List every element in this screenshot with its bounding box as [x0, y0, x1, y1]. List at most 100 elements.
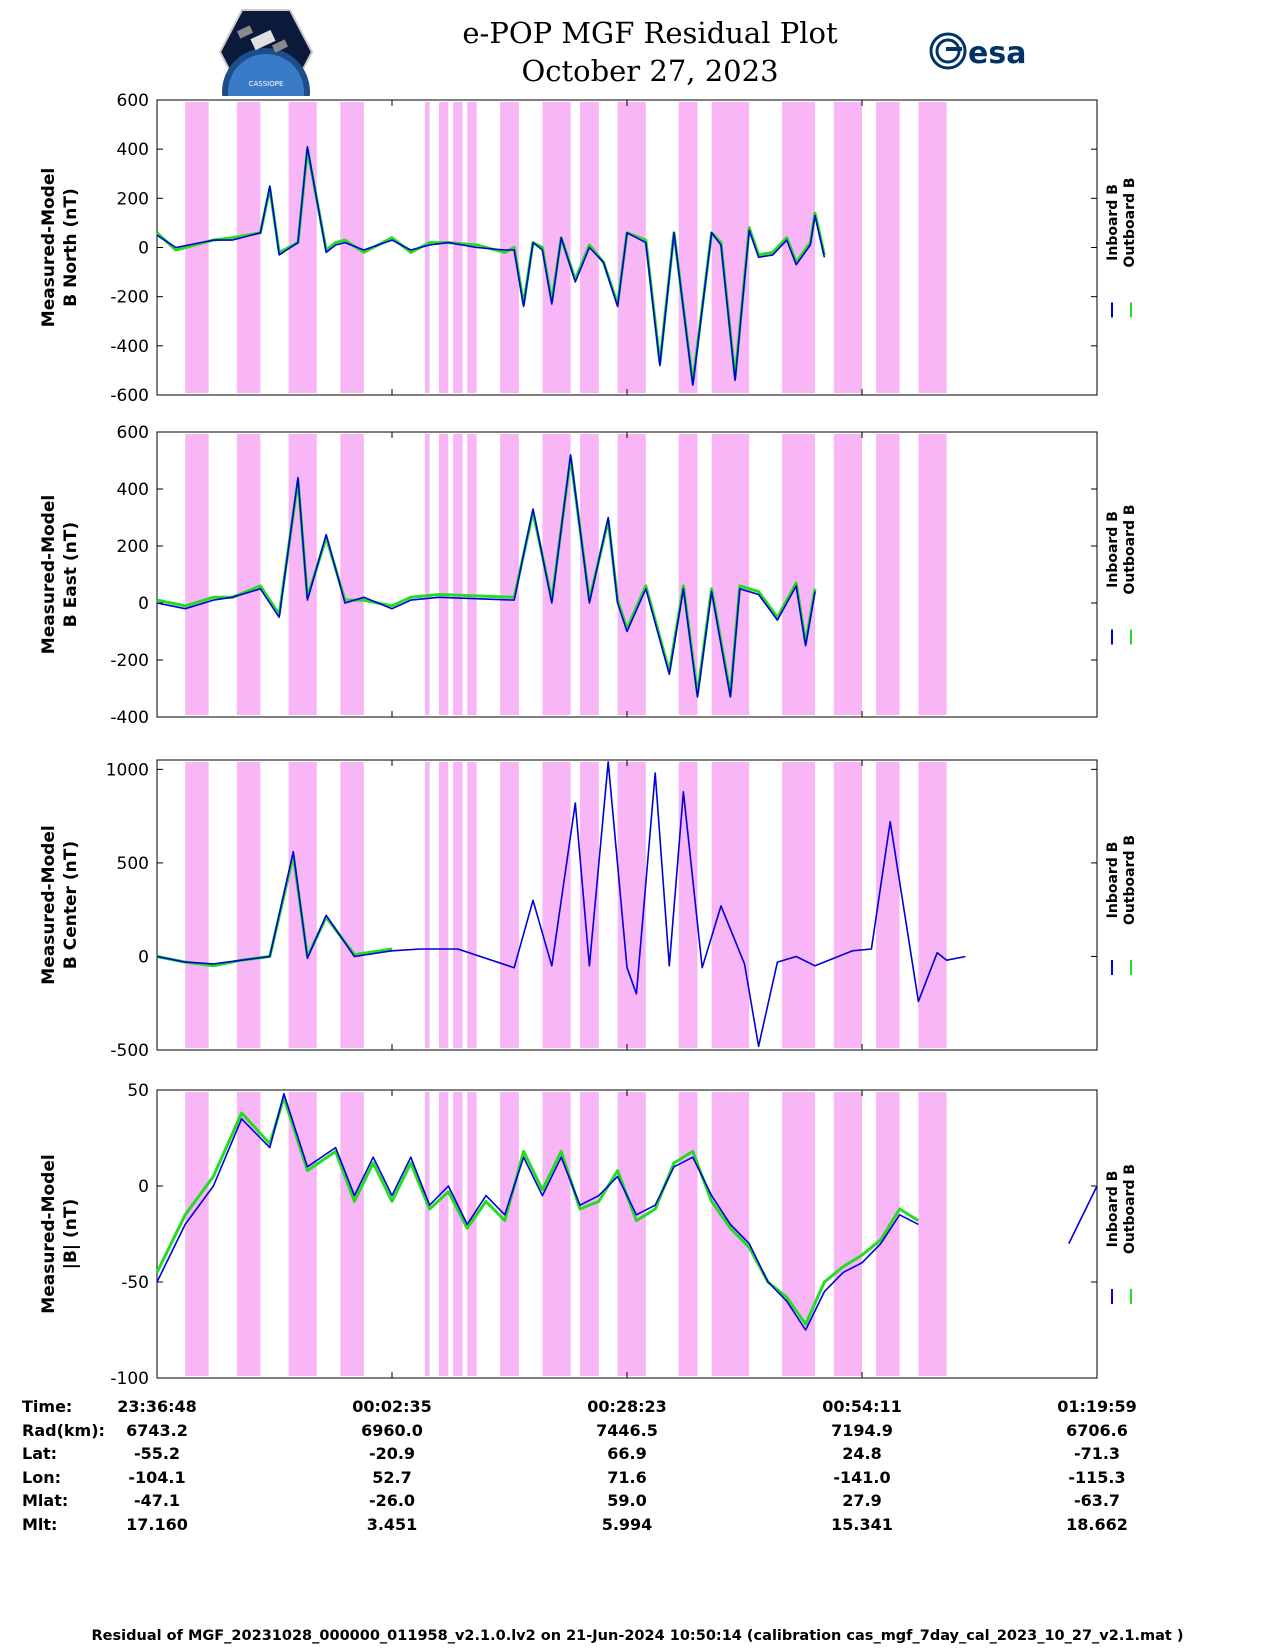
shade-band-2 [288, 434, 317, 715]
title-line-1: e-POP MGF Residual Plot [462, 16, 838, 50]
footer-value: 66.9 [607, 1444, 647, 1463]
shade-band-15 [782, 434, 815, 715]
shade-band-11 [617, 434, 646, 715]
footer-value: -141.0 [833, 1467, 891, 1487]
shade-band-4 [424, 434, 430, 715]
shade-band-9 [542, 102, 571, 393]
footer-row-label: Lon: [22, 1467, 61, 1487]
shade-band-7 [467, 102, 477, 393]
shade-band-15 [782, 102, 815, 393]
shade-band-12 [678, 102, 698, 393]
footer-value: 00:54:11 [822, 1397, 902, 1416]
shade-band-10 [580, 1092, 599, 1376]
shade-band-1 [236, 102, 261, 393]
shade-band-7 [467, 762, 477, 1048]
shade-band-12 [678, 762, 698, 1048]
y-tick-label: -600 [110, 386, 149, 406]
footer-value: 6960.0 [361, 1420, 423, 1440]
legend-outboard-label: Outboard B [1122, 504, 1138, 594]
shade-band-15 [782, 762, 815, 1048]
footer-value: -71.3 [1073, 1444, 1121, 1463]
y-axis-label: Measured-Model [39, 495, 59, 654]
shade-band-13 [711, 762, 731, 1048]
legend-outboard-label: Outboard B [1122, 177, 1138, 267]
shade-band-4 [424, 1092, 430, 1376]
y-tick-label: 500 [117, 854, 149, 874]
panel-east: 600 400 200 0 -200 -400 Measured-Model B East (… [39, 423, 1138, 728]
shade-band-2 [288, 102, 317, 393]
footer-row-label: Time: [22, 1397, 73, 1416]
shade-band-3 [340, 434, 364, 715]
footer-value: 5.994 [601, 1514, 653, 1534]
shade-band-1 [236, 1092, 261, 1376]
esa-logo: esa [929, 32, 1026, 71]
y-tick-label: -100 [110, 1369, 149, 1389]
y-tick-label: 400 [117, 480, 149, 500]
footer-value: 01:19:59 [1057, 1397, 1137, 1416]
esa-logo-text: esa [968, 36, 1026, 71]
shade-band-11 [617, 762, 646, 1048]
shade-band-18 [918, 102, 947, 393]
footer-row-label: Rad(km): [22, 1420, 105, 1440]
shade-band-17 [876, 762, 900, 1048]
panel-north: 600 400 200 0 -200 -400 -600 Measured-Model B No… [39, 91, 1138, 406]
shade-band-8 [500, 102, 519, 393]
shade-band-4 [424, 762, 430, 1048]
inboard-series-line [156, 1093, 1098, 1331]
footer-value: 7194.9 [831, 1420, 893, 1440]
title-line-2: October 27, 2023 [521, 54, 779, 88]
shade-band-0 [185, 1092, 209, 1376]
legend-outboard-label: Outboard B [1122, 1164, 1138, 1254]
shade-band-13 [711, 1092, 731, 1376]
shade-band-14 [730, 762, 750, 1048]
shade-band-16 [833, 102, 862, 393]
legend-inboard-label: Inboard B [1105, 184, 1121, 261]
shade-band-8 [500, 1092, 519, 1376]
footer-bottom-line: Residual of MGF_20231028_000000_011958_v… [91, 1628, 1184, 1644]
shade-band-6 [453, 1092, 463, 1376]
shade-band-16 [833, 434, 862, 715]
y-tick-label: -200 [110, 288, 149, 308]
y-axis-label: B East (nT) [61, 522, 81, 627]
shade-band-7 [467, 1092, 477, 1376]
shade-band-4 [424, 102, 430, 393]
footer-value: 59.0 [607, 1491, 647, 1510]
footer-value: -26.0 [368, 1491, 416, 1510]
shade-band-12 [678, 1092, 698, 1376]
shade-band-14 [730, 102, 750, 393]
footer-value: 24.8 [842, 1444, 882, 1463]
shade-band-3 [340, 1092, 364, 1376]
shade-band-0 [185, 102, 209, 393]
y-tick-label: -500 [110, 1041, 149, 1061]
panel-total: 50 0 -50 -100 Measured-Model |B| (nT) Inboard … [39, 1081, 1138, 1389]
y-tick-label: 1000 [106, 760, 149, 780]
y-tick-label: -200 [110, 651, 149, 671]
footer-row-label: Mlat: [22, 1491, 69, 1510]
footer-value: -47.1 [133, 1491, 181, 1510]
shade-band-5 [439, 762, 449, 1048]
footer-value: 23:36:48 [117, 1397, 197, 1416]
shade-band-12 [678, 434, 698, 715]
y-tick-label: -400 [110, 337, 149, 357]
y-tick-label: 200 [117, 189, 149, 209]
footer-value: 6706.6 [1066, 1420, 1128, 1440]
shade-band-6 [453, 102, 463, 393]
shade-band-6 [453, 762, 463, 1048]
y-axis-label: Measured-Model [39, 168, 59, 327]
y-tick-label: 600 [117, 91, 149, 111]
y-tick-label: 600 [117, 423, 149, 443]
shade-band-8 [500, 762, 519, 1048]
shade-band-18 [918, 762, 947, 1048]
y-axis-label: B North (nT) [61, 188, 81, 307]
y-axis-label: B Center (nT) [61, 841, 81, 969]
shade-band-10 [580, 434, 599, 715]
shade-band-11 [617, 102, 646, 393]
panel-center: 1000 500 0 -500 Measured-Model B Center (nT) I… [39, 759, 1138, 1061]
y-tick-label: 0 [138, 239, 149, 259]
legend-inboard-label: Inboard B [1105, 842, 1121, 919]
shade-band-7 [467, 434, 477, 715]
footer-row-label: Mlt: [22, 1514, 58, 1534]
footer-value: 7446.5 [596, 1420, 658, 1440]
shade-band-17 [876, 102, 900, 393]
